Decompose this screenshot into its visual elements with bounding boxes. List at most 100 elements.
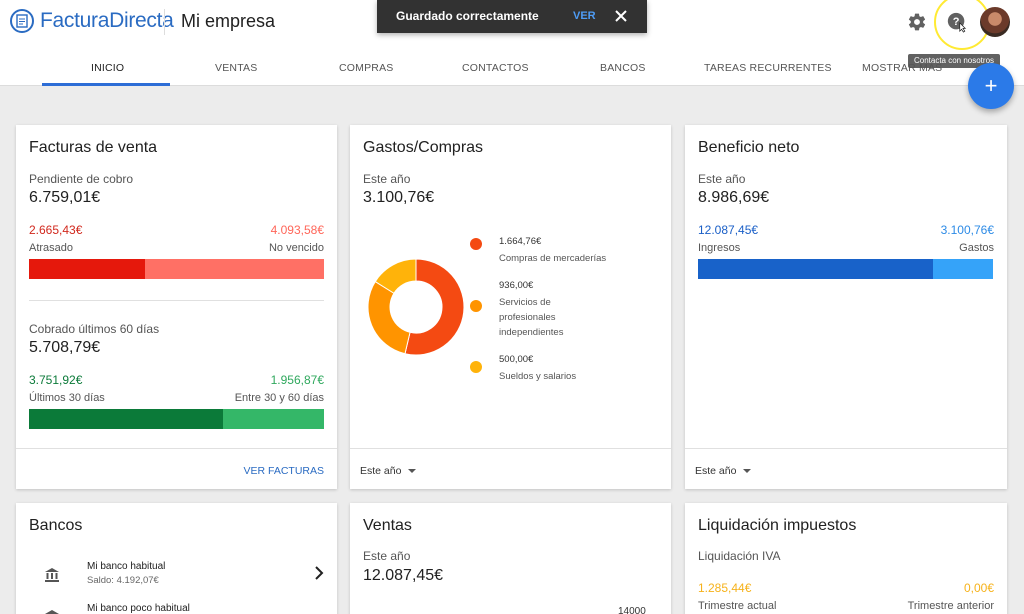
- company-name[interactable]: Mi empresa: [181, 11, 276, 31]
- tab-tareas-recurrentes[interactable]: TAREAS RECURRENTES: [704, 62, 832, 74]
- trimestre-actual-label: Trimestre actual: [698, 600, 777, 612]
- brand-name: FacturaDirecta: [40, 9, 174, 32]
- bank-balance: Saldo: 4.192,07€: [87, 575, 159, 586]
- no-vencido-value: 4.093,58€: [270, 223, 324, 237]
- bank-icon: [45, 610, 59, 614]
- ingresos-value: 12.087,45€: [698, 223, 759, 237]
- trimestre-anterior-value: 0,00€: [963, 581, 994, 595]
- card-bancos: Bancos Mi banco habitual Saldo: 4.192,07…: [16, 503, 337, 614]
- top-app-bar: FacturaDirecta Mi empresa Guardado corre…: [0, 0, 1024, 86]
- card-footer-divider: [350, 448, 671, 449]
- period-dropdown[interactable]: Este año: [695, 465, 752, 477]
- legend-amount: 936,00€: [499, 280, 534, 291]
- iva-subtitle: Liquidación IVA: [698, 549, 781, 563]
- beneficio-total: 8.986,69€: [698, 189, 770, 206]
- ingresos-bar-segment: [698, 259, 933, 279]
- legend-amount: 1.664,76€: [499, 236, 542, 247]
- ultimos-30-value: 3.751,92€: [29, 373, 83, 387]
- tab-ventas[interactable]: VENTAS: [215, 62, 258, 74]
- card-title: Liquidación impuestos: [698, 517, 857, 534]
- legend-label-line: profesionales: [499, 312, 556, 323]
- card-footer-divider: [16, 448, 337, 449]
- bank-item[interactable]: Mi banco poco habitual: [16, 603, 352, 614]
- legend-label-line: Sueldos y salarios: [499, 371, 577, 382]
- beneficio-bar: [698, 259, 993, 279]
- donut-slice[interactable]: [367, 280, 411, 355]
- entre-30-60-bar-segment: [222, 409, 324, 429]
- card-title: Facturas de venta: [29, 139, 158, 156]
- card-beneficio-neto: Beneficio neto Este año 8.986,69€ 12.087…: [685, 125, 1007, 489]
- period-label: Este año: [698, 172, 746, 186]
- tab-compras[interactable]: COMPRAS: [339, 62, 394, 74]
- bank-icon: [45, 568, 59, 582]
- no-vencido-label: No vencido: [268, 242, 324, 254]
- card-title: Bancos: [29, 517, 83, 534]
- ventas-total: 12.087,45€: [363, 567, 444, 584]
- bank-item[interactable]: Mi banco habitual Saldo: 4.192,07€: [16, 561, 352, 601]
- entre-30-60-label: Entre 30 y 60 días: [234, 392, 324, 404]
- user-avatar[interactable]: [980, 7, 1010, 37]
- legend-label: Servicios de profesionales independiente…: [499, 295, 563, 340]
- period-dropdown[interactable]: Este año: [360, 465, 417, 477]
- card-footer-divider: [685, 448, 1007, 449]
- pendiente-value: 6.759,01€: [29, 189, 101, 206]
- gastos-total: 3.100,76€: [363, 189, 435, 206]
- tab-mostrar-mas[interactable]: MOSTRAR MÁS: [862, 62, 943, 74]
- close-icon[interactable]: [613, 8, 629, 24]
- card-title: Beneficio neto: [698, 139, 800, 156]
- card-title: Gastos/Compras: [363, 139, 484, 156]
- svg-text:?: ?: [953, 16, 960, 28]
- axis-tick-label: 14000: [618, 606, 646, 614]
- card-facturas-venta: Facturas de venta Pendiente de cobro 6.7…: [16, 125, 337, 489]
- atrasado-bar-segment: [29, 259, 146, 279]
- pendiente-label: Pendiente de cobro: [29, 172, 134, 186]
- snackbar: Guardado correctamente VER: [377, 0, 647, 33]
- ultimos-30-bar-segment: [29, 409, 223, 429]
- dropdown-arrow-icon: [743, 469, 752, 473]
- entre-30-60-value: 1.956,87€: [270, 373, 324, 387]
- donut-slice[interactable]: [374, 258, 417, 294]
- cobro-bar: [29, 259, 324, 279]
- period-dropdown-value: Este año: [695, 465, 737, 477]
- snackbar-message: Guardado correctamente: [396, 9, 539, 23]
- expenses-donut-chart: [367, 258, 465, 356]
- add-fab-button[interactable]: +: [968, 63, 1014, 109]
- document-logo-icon: [10, 9, 34, 33]
- legend-amount: 500,00€: [499, 354, 534, 365]
- help-icon[interactable]: ?: [946, 11, 968, 33]
- brand[interactable]: FacturaDirecta: [10, 8, 174, 34]
- cobrado-bar: [29, 409, 324, 429]
- chevron-right-icon: [315, 566, 324, 580]
- legend-label-line: Servicios de: [499, 297, 551, 308]
- legend-label-line: Compras de mercaderías: [499, 253, 607, 264]
- ingresos-label: Ingresos: [698, 242, 741, 254]
- help-tooltip: Contacta con nosotros: [908, 54, 1000, 68]
- trimestre-actual-value: 1.285,44€: [698, 581, 752, 595]
- donut-slice[interactable]: [404, 258, 465, 356]
- header-divider: [164, 9, 165, 35]
- snackbar-view-button[interactable]: VER: [573, 10, 596, 22]
- ultimos-30-label: Últimos 30 días: [29, 392, 105, 404]
- atrasado-value: 2.665,43€: [29, 223, 83, 237]
- tab-inicio[interactable]: INICIO: [91, 62, 125, 74]
- no-vencido-bar-segment: [145, 259, 324, 279]
- ver-facturas-link[interactable]: VER FACTURAS: [243, 465, 324, 477]
- cobrado-label: Cobrado últimos 60 días: [29, 322, 160, 336]
- settings-gear-icon[interactable]: [907, 12, 927, 32]
- divider: [29, 300, 324, 301]
- tab-bancos[interactable]: BANCOS: [600, 62, 646, 74]
- main-tabs: INICIO VENTAS COMPRAS CONTACTOS BANCOS T…: [0, 48, 1024, 86]
- period-dropdown-value: Este año: [360, 465, 402, 477]
- tab-contactos[interactable]: CONTACTOS: [462, 62, 529, 74]
- legend-label: Compras de mercaderías: [499, 251, 606, 266]
- cobrado-value: 5.708,79€: [29, 339, 101, 356]
- legend-dot: [470, 361, 482, 373]
- trimestre-anterior-label: Trimestre anterior: [907, 600, 994, 612]
- bank-name: Mi banco poco habitual: [87, 603, 190, 614]
- legend-label: Sueldos y salarios: [499, 369, 576, 384]
- legend-dot: [470, 238, 482, 250]
- legend-dot: [470, 300, 482, 312]
- gastos-value: 3.100,76€: [940, 223, 994, 237]
- legend-label-line: independientes: [499, 327, 564, 338]
- card-ventas: Ventas Este año 12.087,45€ 14000: [350, 503, 671, 614]
